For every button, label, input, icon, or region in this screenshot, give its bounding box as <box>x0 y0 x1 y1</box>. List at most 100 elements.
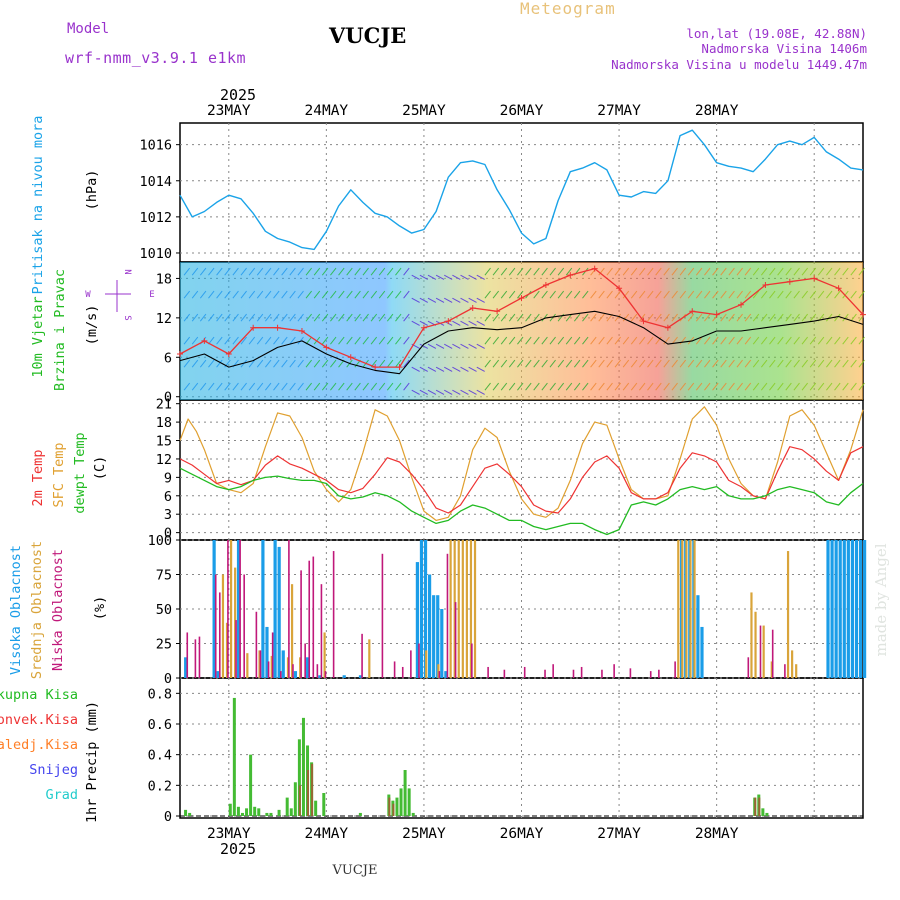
wind-barb <box>460 297 469 303</box>
wind-barb <box>801 290 809 299</box>
wind-barb <box>647 267 654 276</box>
temp-unit: (C) <box>92 456 108 480</box>
cloud-unit: (%) <box>92 596 108 620</box>
wind-barb <box>395 267 402 276</box>
wind-barb <box>679 336 687 345</box>
wind-barb <box>614 290 621 299</box>
wind-barb <box>630 313 638 322</box>
wind-barb <box>736 336 743 345</box>
wind-barb <box>321 290 329 299</box>
wind-barb <box>622 382 630 391</box>
wind-barb <box>704 382 711 391</box>
wind-barb <box>663 313 670 322</box>
coordinates-text: lon,lat (19.08E, 42.88N) <box>686 26 867 41</box>
wind-barb <box>403 313 410 322</box>
wind-barb <box>435 343 445 349</box>
precip-total-bar <box>253 806 257 816</box>
wind-gust-point <box>860 311 866 318</box>
wind-gust-point <box>298 328 305 334</box>
precip-total-bar <box>765 812 769 816</box>
y-tick-label: 75 <box>156 568 172 584</box>
wind-barb <box>508 267 516 276</box>
wind-barb <box>354 290 361 299</box>
wind-barb <box>826 382 833 391</box>
pressure-unit: (hPa) <box>84 170 100 211</box>
wind-barb <box>606 382 613 391</box>
wind-barb <box>809 267 817 276</box>
wind-barb <box>386 382 394 391</box>
wind-barb <box>712 382 719 391</box>
cloud-low-bar <box>487 666 489 678</box>
wind-barb <box>500 313 508 322</box>
precip-total-bar <box>407 788 411 816</box>
wind-barb <box>452 320 461 326</box>
wind-barb <box>695 359 703 368</box>
cloud-low-bar <box>218 592 221 678</box>
wind-barb <box>801 336 809 345</box>
wind-barb <box>720 359 727 368</box>
wind-barb <box>517 359 524 368</box>
wind-barb <box>273 359 280 368</box>
cloud-low-bar <box>214 574 217 678</box>
wind-barb <box>842 290 849 299</box>
wind-barb <box>834 313 841 322</box>
wind-barb <box>834 336 841 345</box>
year-label-bottom: 2025 <box>220 840 256 858</box>
wind-barb <box>411 389 420 395</box>
wind-gust-point <box>591 265 598 272</box>
wind-barb <box>541 359 548 368</box>
wind-barb <box>281 336 288 345</box>
wind-barb <box>338 290 345 299</box>
wind-barb <box>346 336 353 345</box>
wind-barb <box>679 382 687 391</box>
wind-barb <box>809 382 817 391</box>
cloud-mid-bar <box>437 664 440 678</box>
cloud-low-bar <box>471 643 473 678</box>
cloud-mid-bar <box>795 664 798 678</box>
cloud-low-bar <box>410 650 412 678</box>
wind-barb <box>444 343 453 349</box>
wind-barb <box>655 336 662 345</box>
wind-barb <box>655 313 662 322</box>
temp-2m-line <box>179 446 864 514</box>
wind-barb <box>744 382 752 391</box>
wind-barb <box>517 313 524 322</box>
wind-barb <box>598 359 605 368</box>
y-tick-label: 0.6 <box>148 717 172 733</box>
wind-barb <box>321 359 329 368</box>
cloud-mid-bar <box>234 567 237 678</box>
dewpoint-line <box>179 467 864 536</box>
credit-text: made by Angel <box>872 543 890 656</box>
wind-barb <box>809 336 817 345</box>
y-tick-label: 50 <box>156 602 172 618</box>
compass-e: E <box>149 290 154 300</box>
wind-barb <box>199 290 207 299</box>
wind-barb <box>378 313 386 322</box>
wind-barb <box>826 290 833 299</box>
wind-barb <box>769 267 776 276</box>
y-tick-label: 0 <box>164 390 172 406</box>
wind-barb <box>460 320 469 326</box>
wind-barb <box>639 359 646 368</box>
wind-barb <box>240 336 247 345</box>
x-tick-label-top: 28MAY <box>695 103 739 119</box>
cloud-low-bar <box>361 633 363 678</box>
wind-barb <box>484 267 491 276</box>
wind-barb <box>313 313 321 322</box>
precip-convective-bar <box>307 770 310 816</box>
wind-barb <box>476 320 485 326</box>
wind-barb <box>281 313 288 322</box>
cloud-mid-bar <box>685 540 688 678</box>
wind-barb <box>736 382 743 391</box>
precip-total-bar <box>297 739 301 816</box>
wind-barb <box>687 382 695 391</box>
precip-total-bar <box>257 808 261 816</box>
wind-barb <box>549 382 556 391</box>
wind-barb <box>549 290 556 299</box>
wind-barb <box>525 336 532 345</box>
wind-barb <box>313 290 321 299</box>
cloud-low-bar <box>401 666 404 678</box>
wind-barb <box>199 267 207 276</box>
wind-barb <box>533 267 540 276</box>
wind-barb <box>224 290 231 299</box>
